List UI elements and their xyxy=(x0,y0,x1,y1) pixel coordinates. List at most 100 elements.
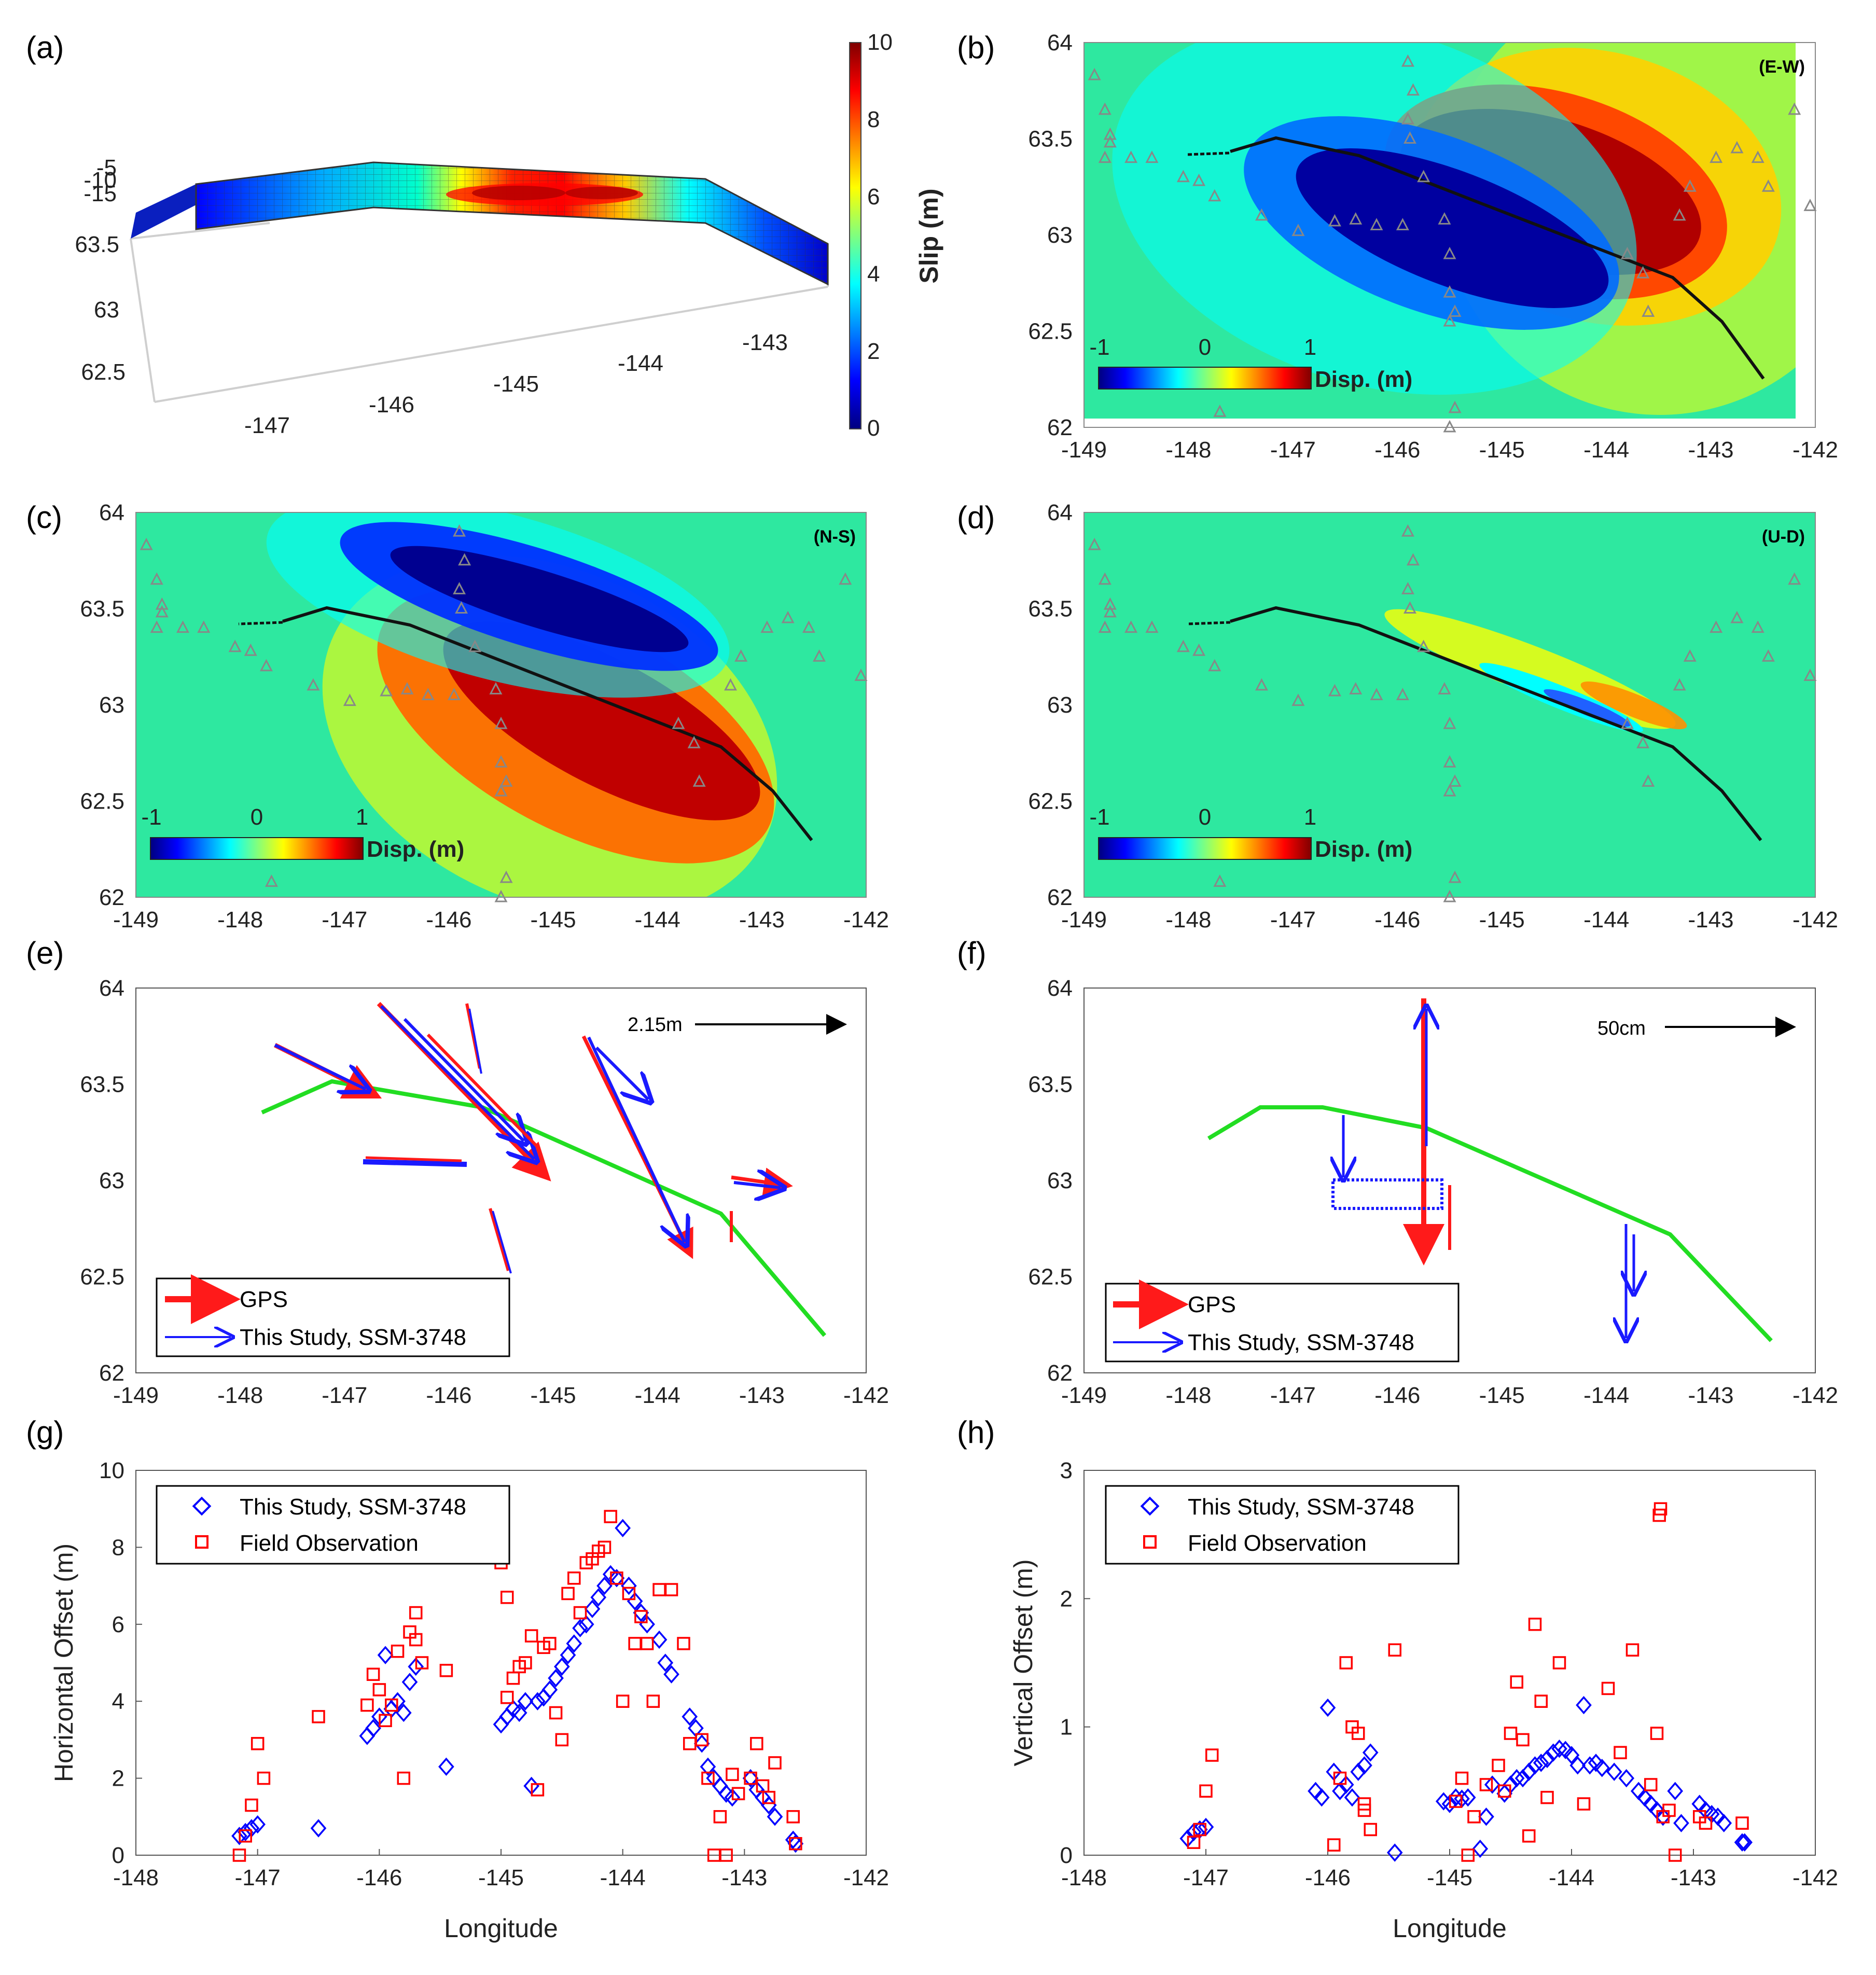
gps-station-icon xyxy=(1438,212,1451,225)
field-point xyxy=(634,1610,648,1623)
field-point xyxy=(1498,1784,1511,1798)
gps-station-icon xyxy=(265,874,278,887)
gps-station-icon xyxy=(1443,314,1456,327)
x-tick-label: -148 xyxy=(1165,437,1211,463)
x-tick-label: -148 xyxy=(217,1383,263,1408)
panel-a-z-ticks: -5 -10 -15 xyxy=(84,155,117,206)
ew-displacement-field xyxy=(1084,43,1796,419)
gps-station-icon xyxy=(1192,173,1206,186)
model-point xyxy=(1460,1788,1476,1807)
gps-station-icon xyxy=(1396,218,1409,230)
gps-station-icon xyxy=(499,870,513,883)
x-tick-label: -149 xyxy=(1061,1383,1107,1408)
x-tick-label: -149 xyxy=(113,1383,159,1408)
panel-h-marks: -148 -147 -146 -145 -144 -143 -142 0 1 2 3 xyxy=(1060,1458,1839,1890)
ns-displacement-field xyxy=(136,512,866,897)
x-tick-label: -144 xyxy=(1549,1865,1594,1890)
gps-station-icon xyxy=(1145,620,1159,633)
x-tick-label: -144 xyxy=(635,1383,680,1408)
gps-station-icon xyxy=(140,537,153,550)
gps-station-icon xyxy=(244,643,257,656)
field-point xyxy=(500,1591,514,1604)
gps-station-icon xyxy=(1761,179,1775,192)
x-tick-label: -144 xyxy=(635,907,680,933)
x-tick-label: -149 xyxy=(1061,907,1107,933)
gps-station-icon xyxy=(1403,131,1416,144)
gps-station-icon xyxy=(1636,735,1650,748)
y-tick-label: 63 xyxy=(1047,1168,1073,1193)
model-point xyxy=(1362,1743,1379,1762)
gps-station-icon xyxy=(1710,620,1723,633)
field-point xyxy=(1199,1784,1213,1798)
gps-station-icon xyxy=(1683,649,1697,662)
cbar-tick: -1 xyxy=(1089,804,1109,830)
gps-station-icon xyxy=(1098,150,1111,163)
model-fault-trace xyxy=(1207,1105,1773,1342)
field-point xyxy=(257,1771,271,1785)
gps-station-icon xyxy=(1208,659,1221,672)
gps-station-icon xyxy=(781,610,795,623)
x-tick-label: -143 xyxy=(739,1383,785,1408)
model-point xyxy=(1716,1814,1732,1832)
gps-station-icon xyxy=(1176,170,1190,183)
gps-station-icon xyxy=(1730,610,1744,623)
y-tick-label: 63 xyxy=(99,692,124,718)
x-tick-label: -145 xyxy=(1479,907,1525,933)
panel-g-label: (g) xyxy=(26,1415,64,1450)
gps-station-icon xyxy=(1213,405,1227,417)
panel-d-label: (d) xyxy=(957,500,995,535)
y-tick-label: 62 xyxy=(1047,1360,1073,1386)
model-point xyxy=(1527,1756,1543,1775)
x-tick-label: -146 xyxy=(1305,1865,1351,1890)
gps-station-icon xyxy=(453,524,466,537)
cbar-tick: 1 xyxy=(1304,335,1316,360)
field-point xyxy=(597,1540,612,1554)
y-tick-label: 64 xyxy=(99,976,124,1001)
field-point xyxy=(251,1737,265,1750)
gps-station-icon xyxy=(1642,304,1655,317)
model-point xyxy=(401,1673,418,1691)
field-point xyxy=(549,1706,563,1720)
gps-station-icon xyxy=(813,649,826,662)
x-tick-label: -146 xyxy=(1374,907,1420,933)
field-point xyxy=(1528,1618,1542,1631)
field-point xyxy=(415,1656,429,1670)
field-point xyxy=(1455,1771,1469,1785)
gps-station-icon xyxy=(259,659,273,672)
field-point xyxy=(1492,1759,1505,1772)
field-point xyxy=(1467,1810,1481,1824)
gps-station-icon xyxy=(1407,83,1420,96)
panel-g-legend: This Study, SSM-3748 Field Observation xyxy=(156,1485,510,1565)
field-point xyxy=(385,1698,398,1712)
gps-station-icon xyxy=(1103,605,1117,618)
x-tick-label: -146 xyxy=(1374,1383,1420,1408)
x-tick-label: -148 xyxy=(1165,907,1211,933)
field-point xyxy=(1187,1835,1201,1849)
model-point xyxy=(1338,1775,1354,1794)
gps-station-icon xyxy=(1788,102,1801,115)
model-point xyxy=(787,1834,804,1853)
legend-model: This Study, SSM-3748 xyxy=(240,1494,466,1520)
model-point xyxy=(1655,1807,1671,1826)
panel-b-frame xyxy=(1083,42,1816,428)
model-point xyxy=(1186,1823,1202,1842)
gps-station-icon xyxy=(1401,524,1414,537)
x-tick-label: -142 xyxy=(1792,437,1838,463)
model-point xyxy=(608,1569,625,1588)
field-point xyxy=(1669,1848,1682,1862)
gps-station-icon xyxy=(494,784,508,797)
cbar-tick: 6 xyxy=(867,184,880,210)
a-xtick: -145 xyxy=(493,371,539,397)
panel-a-label: (a) xyxy=(26,30,64,65)
component-label: (E-W) xyxy=(1759,57,1805,77)
gps-station-icon xyxy=(1673,208,1686,221)
gps-station-icon xyxy=(1255,208,1268,221)
gps-station-icon xyxy=(1103,127,1117,140)
y-tick-label: 2 xyxy=(112,1766,124,1791)
model-point xyxy=(541,1680,558,1699)
y-tick-label: 62.5 xyxy=(1028,319,1073,344)
gps-station-icon xyxy=(197,620,211,633)
gps-station-icon xyxy=(724,678,737,691)
gps-station-icon xyxy=(1098,102,1111,115)
field-point xyxy=(567,1571,581,1585)
